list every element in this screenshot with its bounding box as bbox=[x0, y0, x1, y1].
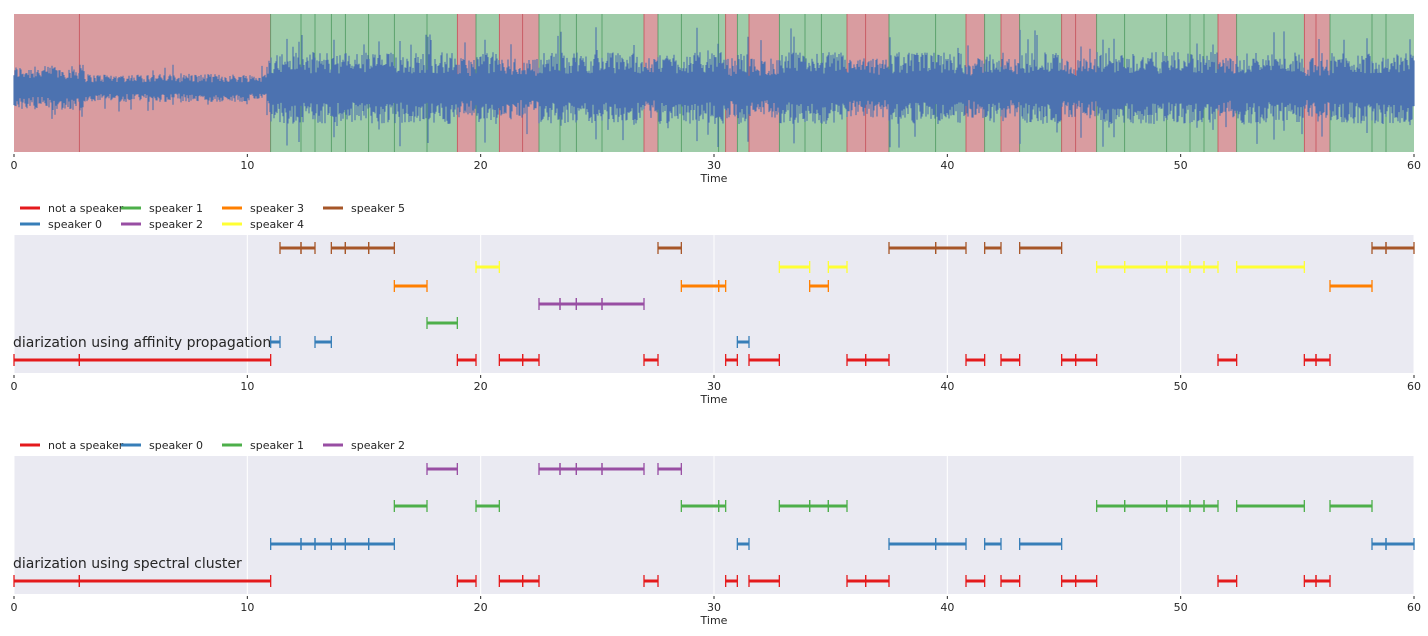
x-tick-label: 20 bbox=[474, 601, 488, 614]
x-tick-label: 0 bbox=[11, 601, 18, 614]
legend-label: speaker 1 bbox=[250, 439, 304, 452]
legend-label: speaker 4 bbox=[250, 218, 304, 231]
legend-label: speaker 3 bbox=[250, 202, 304, 215]
x-tick-label: 10 bbox=[240, 159, 254, 172]
legend-label: not a speaker bbox=[48, 202, 124, 215]
x-tick-label: 30 bbox=[707, 159, 721, 172]
x-axis-label: Time bbox=[700, 172, 728, 185]
waveform-panel: 0 10 20 30 40 50 60 Time bbox=[11, 14, 1421, 185]
legend-label: speaker 1 bbox=[149, 202, 203, 215]
x-tick-label: 60 bbox=[1407, 159, 1421, 172]
affinity-propagation-panel: not a speaker speaker 0 speaker 1 speaker 2… bbox=[11, 202, 1422, 406]
x-tick-label: 50 bbox=[1174, 380, 1188, 393]
x-tick-label: 20 bbox=[474, 380, 488, 393]
legend-label: speaker 2 bbox=[351, 439, 405, 452]
x-tick-label: 20 bbox=[474, 159, 488, 172]
legend: not a speaker speaker 0 speaker 1 speaker 2 bbox=[20, 439, 405, 452]
waveform-trace bbox=[13, 27, 1415, 148]
x-tick-label: 40 bbox=[940, 380, 954, 393]
x-tick-label: 50 bbox=[1174, 159, 1188, 172]
x-tick-label: 60 bbox=[1407, 601, 1421, 614]
legend-label: speaker 2 bbox=[149, 218, 203, 231]
panel-title: diarization using spectral cluster bbox=[13, 556, 242, 572]
panel-title: diarization using affinity propagation bbox=[13, 335, 271, 351]
x-tick-label: 10 bbox=[240, 601, 254, 614]
legend-label: speaker 5 bbox=[351, 202, 405, 215]
x-tick-label: 0 bbox=[11, 380, 18, 393]
x-tick-label: 50 bbox=[1174, 601, 1188, 614]
x-axis-label: Time bbox=[700, 614, 728, 627]
x-tick-label: 40 bbox=[940, 601, 954, 614]
legend-label: not a speaker bbox=[48, 439, 124, 452]
legend: not a speaker speaker 0 speaker 1 speaker 2… bbox=[20, 202, 405, 231]
legend-label: speaker 0 bbox=[149, 439, 203, 452]
x-tick-label: 30 bbox=[707, 601, 721, 614]
legend-label: speaker 0 bbox=[48, 218, 102, 231]
x-tick-label: 0 bbox=[11, 159, 18, 172]
x-tick-label: 40 bbox=[940, 159, 954, 172]
x-tick-label: 30 bbox=[707, 380, 721, 393]
x-tick-label: 60 bbox=[1407, 380, 1421, 393]
x-axis-label: Time bbox=[700, 393, 728, 406]
x-tick-label: 10 bbox=[240, 380, 254, 393]
spectral-cluster-panel: not a speaker speaker 0 speaker 1 speaker 2… bbox=[11, 439, 1422, 627]
